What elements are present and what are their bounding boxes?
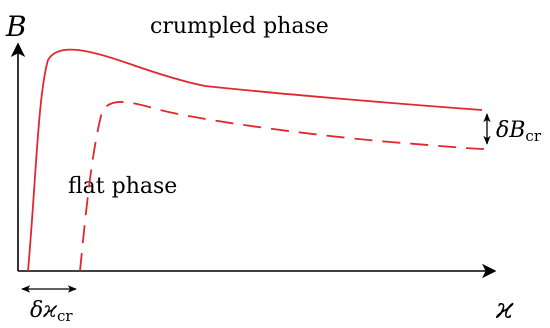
x-axis-label: ϰ — [495, 292, 514, 325]
delta-b-subscript: cr — [525, 127, 541, 145]
crumpled-phase-label: crumpled phase — [150, 14, 329, 39]
flat-phase-label: flat phase — [68, 174, 177, 199]
flat-phase-curve — [79, 101, 485, 272]
delta-kappa-label: δϰcr — [30, 298, 73, 325]
delta-kappa-symbol: δϰ — [30, 298, 57, 323]
delta-kappa-subscript: cr — [57, 307, 73, 325]
delta-b-symbol: δB — [496, 118, 525, 143]
crumpled-phase-curve — [27, 48, 483, 272]
y-axis-label: B — [5, 10, 27, 43]
delta-b-label: δBcr — [496, 118, 542, 145]
